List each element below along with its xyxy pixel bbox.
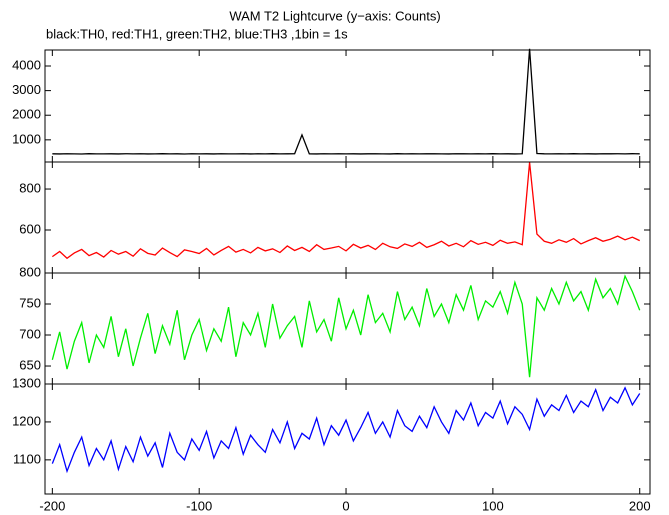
x-tick-label: 200 <box>629 498 651 513</box>
y-tick-label: 2000 <box>12 107 41 122</box>
x-tick-label: -200 <box>39 498 65 513</box>
y-tick-label: 750 <box>19 295 41 310</box>
y-tick-label: 3000 <box>12 82 41 97</box>
series-line <box>52 48 640 155</box>
panel-frame <box>44 161 651 274</box>
panel-frame <box>44 383 651 495</box>
x-tick-label: -100 <box>186 498 212 513</box>
y-tick-label: 800 <box>19 264 41 279</box>
y-tick-label: 650 <box>19 357 41 372</box>
series-line <box>51 386 641 474</box>
x-tick-label: 0 <box>342 498 349 513</box>
series-line <box>51 274 641 378</box>
y-tick-label: 1300 <box>12 375 41 390</box>
series-line <box>51 162 640 260</box>
panel-frame <box>44 49 651 163</box>
y-tick-label: 4000 <box>12 57 41 72</box>
y-tick-label: 1200 <box>12 413 41 428</box>
chart-title: WAM T2 Lightcurve (y−axis: Counts) <box>229 8 440 23</box>
y-tick-label: 1100 <box>13 451 41 466</box>
panel-frame <box>44 272 651 385</box>
x-tick-label: 100 <box>482 498 504 513</box>
y-tick-label: 800 <box>19 180 41 195</box>
chart-subtitle: black:TH0, red:TH1, green:TH2, blue:TH3 … <box>46 26 348 41</box>
y-tick-label: 1000 <box>12 131 41 146</box>
y-tick-label: 600 <box>19 221 41 236</box>
y-tick-label: 700 <box>19 326 41 341</box>
